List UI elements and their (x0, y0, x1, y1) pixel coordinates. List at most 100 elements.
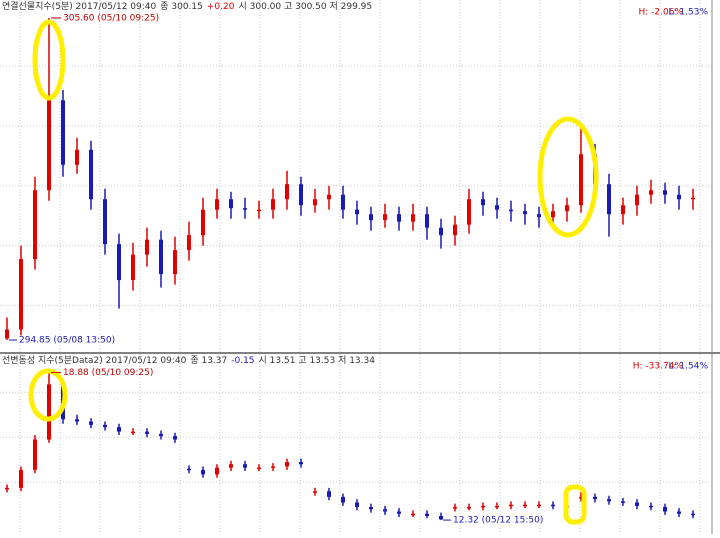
header-part: -0.15 (231, 356, 254, 366)
candle-body (425, 513, 429, 516)
candle-body (173, 436, 177, 440)
candle-body (383, 509, 387, 512)
candle-body (509, 209, 513, 212)
candle-body (453, 224, 457, 236)
low-label: 294.85 (05/08 13:50) (19, 336, 115, 346)
candle-body (19, 259, 23, 330)
low-pct: L: 1.53% (669, 8, 709, 18)
candle-body (607, 499, 611, 502)
candle-body (663, 190, 667, 195)
candle-body (103, 199, 107, 245)
candle-body (159, 239, 163, 275)
candle-body (285, 462, 289, 467)
candle-body (425, 214, 429, 228)
candle-body (5, 487, 9, 490)
candle-body (649, 190, 653, 195)
candle-body (509, 504, 513, 507)
candle-body (411, 214, 415, 222)
candle-body (173, 250, 177, 275)
candle-body (537, 504, 541, 507)
candle-body (89, 149, 93, 200)
candle-body (117, 427, 121, 432)
candle-body (229, 464, 233, 468)
header-part: 선변동성 지수(5분Data2) 2017/05/12 09:40 (2, 355, 187, 366)
candle-body (229, 199, 233, 209)
candle-body (145, 239, 149, 255)
mark-layer (5, 17, 695, 521)
candle-body (397, 511, 401, 514)
candle-body (495, 205, 499, 210)
highlight-circle (537, 116, 599, 238)
candle-body (439, 227, 443, 236)
header-part: 시 300.00 고 300.50 저 299.95 (238, 1, 372, 12)
low-pct: L: 1.54% (669, 362, 709, 372)
candle-body (467, 199, 471, 225)
candle-body (383, 214, 387, 221)
candle-body (243, 208, 247, 210)
candle-body (47, 100, 51, 191)
candle-body (523, 504, 527, 507)
candle-body (285, 184, 289, 200)
candle-body (75, 149, 79, 165)
candle-body (663, 507, 667, 512)
candle-body (481, 505, 485, 508)
candle-body (89, 421, 93, 425)
candle-body (341, 496, 345, 503)
candle-body (355, 502, 359, 507)
high-label: 305.60 (05/10 09:25) (63, 13, 159, 23)
panel-header: 선변동성 지수(5분Data2) 2017/05/12 09:40 종 13.37… (2, 355, 375, 366)
candle-body (621, 501, 625, 503)
candle-body (481, 199, 485, 206)
candle-body (635, 194, 639, 206)
candle-body (187, 235, 191, 251)
candle-body (551, 211, 555, 218)
panel-header: 연결선물지수(5분) 2017/05/12 09:40 종 300.15 +0.20… (2, 1, 372, 12)
candle-body (327, 194, 331, 200)
candle-body (257, 467, 261, 470)
candle-body (75, 419, 79, 422)
candle-body (453, 507, 457, 509)
candle-body (215, 199, 219, 210)
candle-body (327, 491, 331, 497)
candle-body (495, 505, 499, 508)
candle-body (159, 433, 163, 437)
candle-body (131, 254, 135, 281)
header-part: 종 13.37 (190, 355, 227, 366)
header-part: 종 300.15 (160, 1, 203, 12)
candle-body (397, 214, 401, 222)
candle-body (47, 384, 51, 440)
candle-body (411, 513, 415, 516)
candle-body (649, 505, 653, 508)
candle-body (257, 209, 261, 212)
candle-body (621, 205, 625, 215)
candle-body (299, 462, 303, 465)
candle-body (341, 194, 345, 210)
candle-body (5, 329, 9, 339)
candle-body (439, 516, 443, 520)
highlight-circle (28, 368, 68, 422)
candle-body (537, 214, 541, 218)
candle-body (635, 502, 639, 506)
high-pct: H: -2.06% (639, 8, 684, 18)
candle-body (677, 511, 681, 514)
candle-body (313, 491, 317, 493)
candle-body (369, 214, 373, 221)
candle-body (201, 469, 205, 475)
candle-body (369, 507, 373, 510)
candle-body (131, 431, 135, 434)
candle-body (355, 209, 359, 215)
candle-body (243, 464, 247, 468)
candle-body (677, 194, 681, 200)
high-pct: H: -33.74% (633, 362, 684, 372)
candle-body (201, 209, 205, 236)
candle-body (551, 504, 555, 507)
candle-body (215, 467, 219, 475)
candle-body (145, 431, 149, 434)
candle-body (565, 205, 569, 212)
candle-body (271, 199, 275, 210)
candle-body (593, 496, 597, 500)
candle-body (33, 439, 37, 470)
